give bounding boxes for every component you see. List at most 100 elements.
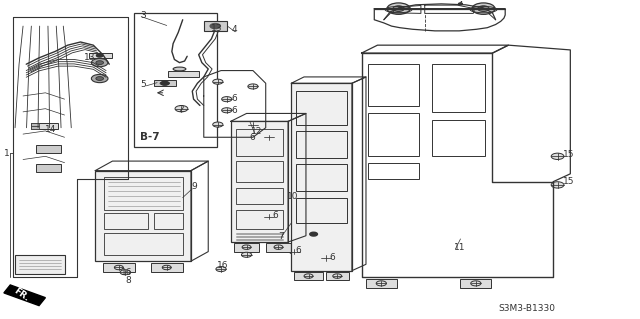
Circle shape [387,3,410,14]
Circle shape [304,274,313,278]
Bar [432,64,484,112]
Circle shape [248,84,258,89]
Bar [294,272,323,280]
Circle shape [115,265,124,270]
Bar [432,120,484,156]
Text: 6: 6 [296,246,301,255]
Text: 2: 2 [178,105,184,114]
Text: 6: 6 [272,211,278,219]
Bar [134,13,216,147]
Text: 5: 5 [140,80,146,89]
Circle shape [321,256,332,261]
Circle shape [551,153,564,160]
Circle shape [248,122,258,127]
Text: S3M3-B1330: S3M3-B1330 [499,304,556,313]
Bar [366,278,397,288]
Circle shape [551,182,564,188]
Bar [204,21,227,31]
Polygon shape [4,285,45,306]
Bar [234,243,259,252]
Bar [296,91,348,124]
Text: 15: 15 [563,177,574,186]
Bar [36,164,61,172]
Text: 1: 1 [4,149,10,158]
Bar [104,233,182,255]
Circle shape [477,6,489,11]
Text: 11: 11 [454,243,466,252]
Text: B-7: B-7 [140,132,159,142]
Circle shape [221,97,232,102]
Circle shape [96,61,104,64]
Circle shape [175,106,188,112]
Bar [236,188,283,204]
Bar [236,129,283,156]
Circle shape [221,108,232,113]
Text: 13: 13 [84,53,95,62]
Circle shape [376,281,387,286]
Circle shape [216,267,226,271]
Text: 3: 3 [140,11,146,20]
Circle shape [92,58,108,67]
Circle shape [92,74,108,83]
Bar [368,114,419,156]
Bar [154,80,176,86]
Bar [104,213,148,229]
Circle shape [163,265,172,270]
Circle shape [242,245,251,249]
Bar [31,123,58,129]
Text: 12: 12 [251,127,262,136]
Bar [266,243,291,252]
Bar [296,164,348,191]
Circle shape [212,79,223,84]
Circle shape [393,6,404,11]
Circle shape [470,281,481,286]
Text: 7: 7 [278,232,284,241]
Bar [168,70,198,77]
Text: 6: 6 [330,254,335,263]
Text: FR.: FR. [12,287,31,304]
Circle shape [333,274,342,278]
Bar [291,83,352,271]
Bar [296,197,348,223]
Bar [15,255,65,274]
Circle shape [210,24,220,29]
Circle shape [97,54,103,57]
Bar [151,263,182,272]
Text: 9: 9 [191,182,196,191]
Bar [236,210,283,229]
Circle shape [289,249,300,254]
Text: 6: 6 [250,133,255,142]
Ellipse shape [173,67,186,71]
Bar [154,213,182,229]
Circle shape [264,214,274,219]
Bar [368,64,419,106]
Bar [36,145,61,153]
Text: 4: 4 [232,25,237,34]
Text: 14: 14 [45,125,57,134]
Bar [104,177,182,210]
Text: 6: 6 [232,94,237,103]
Bar [89,53,113,58]
Bar [95,171,191,261]
Bar [461,278,491,288]
Text: 10: 10 [287,191,298,201]
Circle shape [459,3,463,5]
Bar [230,122,288,242]
Circle shape [96,77,104,80]
Circle shape [264,135,274,140]
Bar [296,131,348,158]
Text: 15: 15 [563,150,574,159]
Text: 16: 16 [216,261,228,271]
Bar [368,163,419,179]
Text: 16: 16 [121,268,132,277]
Text: 8: 8 [125,276,131,285]
Circle shape [310,232,317,236]
Circle shape [120,270,131,275]
Bar [326,272,349,280]
Circle shape [241,252,252,257]
Bar [103,263,135,272]
Circle shape [472,3,495,14]
Bar [31,126,39,129]
Text: 13: 13 [211,24,223,33]
Circle shape [274,245,283,249]
